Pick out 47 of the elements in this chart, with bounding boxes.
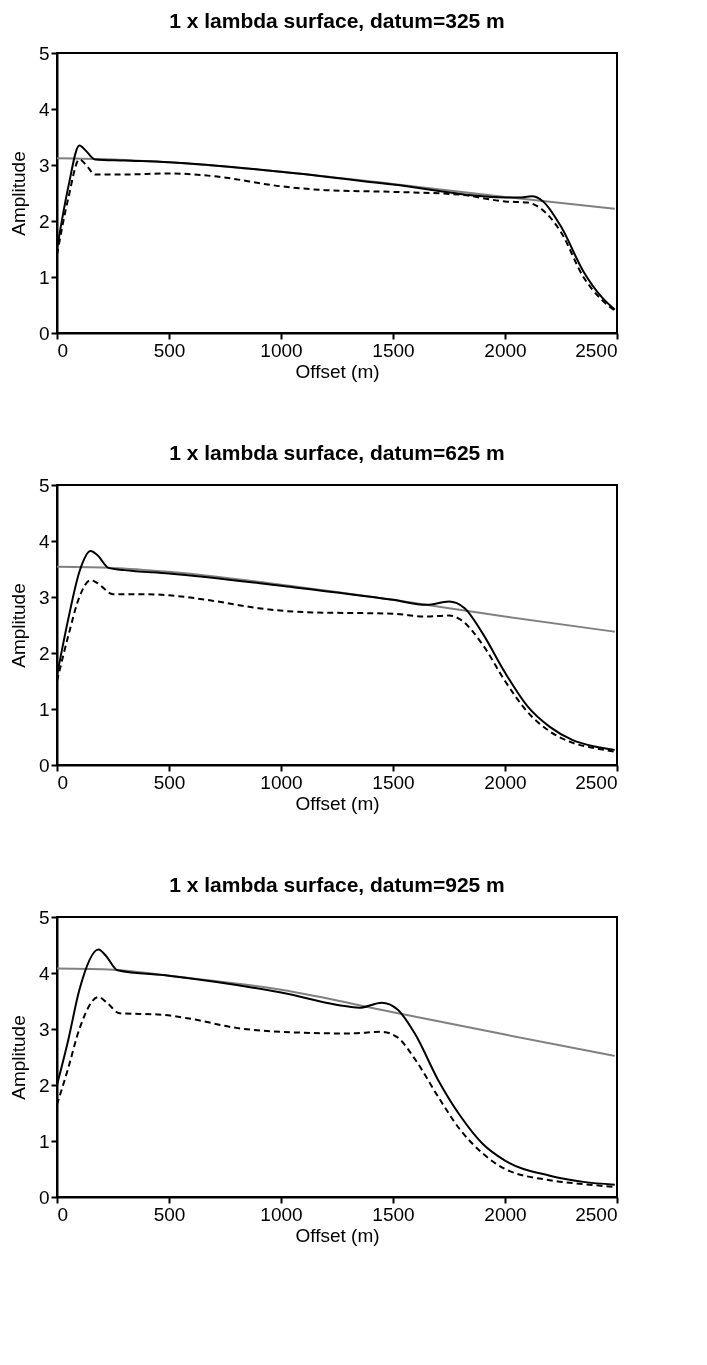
- x-tick-label: 1000: [260, 339, 303, 361]
- x-tick-label: 0: [57, 771, 69, 793]
- y-tick-label: 4: [38, 98, 50, 120]
- y-tick-label: 3: [38, 154, 50, 176]
- y-tick-label: 2: [38, 642, 50, 664]
- chart-title: 1 x lambda surface, datum=925 m: [169, 873, 505, 896]
- y-tick-label: 3: [38, 1018, 50, 1040]
- y-tick-label: 4: [38, 530, 50, 552]
- y-tick-label: 1: [38, 698, 50, 720]
- x-tick-label: 2000: [484, 1203, 527, 1225]
- x-tick-label: 2000: [484, 771, 527, 793]
- x-axis-title: Offset (m): [295, 792, 380, 814]
- x-tick-label: 0: [57, 1203, 69, 1225]
- x-tick-label: 2500: [575, 339, 618, 361]
- x-tick-label: 500: [153, 339, 186, 361]
- line-series: [56, 565, 616, 633]
- line-series: [56, 967, 616, 1057]
- x-tick-label: 1500: [372, 1203, 415, 1225]
- x-axis-title: Offset (m): [295, 1224, 380, 1246]
- x-tick-label: 1500: [372, 771, 415, 793]
- x-tick-label: 2500: [575, 771, 618, 793]
- y-tick-label: 2: [38, 210, 50, 232]
- y-tick-label: 1: [38, 1130, 50, 1152]
- y-axis-title: Amplitude: [7, 583, 29, 668]
- y-tick-label: 5: [38, 42, 50, 64]
- x-tick-label: 2500: [575, 1203, 618, 1225]
- y-tick-label: 5: [38, 906, 50, 928]
- x-tick-label: 2000: [484, 339, 527, 361]
- y-tick-label: 1: [38, 266, 50, 288]
- y-axis-title: Amplitude: [7, 151, 29, 236]
- y-axis-title: Amplitude: [7, 1015, 29, 1100]
- y-tick-label: 4: [38, 962, 50, 984]
- chart-title: 1 x lambda surface, datum=625 m: [169, 441, 505, 464]
- x-axis-title: Offset (m): [295, 360, 380, 382]
- y-tick-label: 0: [38, 1186, 50, 1208]
- y-tick-label: 5: [38, 474, 50, 496]
- x-tick-label: 1500: [372, 339, 415, 361]
- y-tick-label: 0: [38, 754, 50, 776]
- y-tick-label: 2: [38, 1074, 50, 1096]
- y-tick-label: 3: [38, 586, 50, 608]
- y-tick-label: 0: [38, 322, 50, 344]
- x-tick-label: 1000: [260, 1203, 303, 1225]
- x-tick-label: 500: [153, 1203, 186, 1225]
- x-tick-label: 1000: [260, 771, 303, 793]
- chart-title: 1 x lambda surface, datum=325 m: [169, 9, 505, 32]
- x-tick-label: 500: [153, 771, 186, 793]
- x-tick-label: 0: [57, 339, 69, 361]
